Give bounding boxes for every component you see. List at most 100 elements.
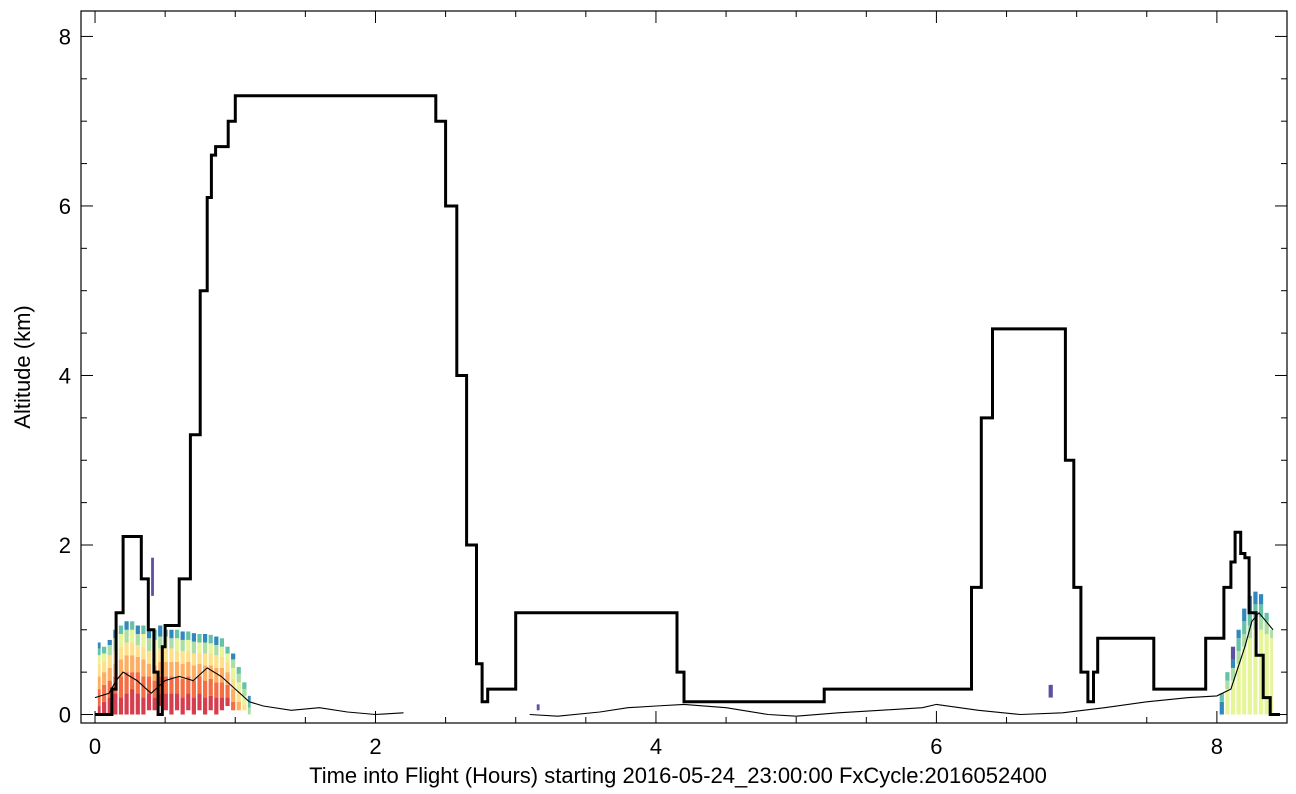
heatmap-cell-12-1 — [163, 676, 168, 694]
heatmap-cell-34-3 — [1236, 629, 1241, 639]
heatmap-cell-2-0 — [107, 697, 112, 715]
heatmap-cell-7-3 — [135, 645, 140, 657]
heatmap-cell-25-2 — [236, 682, 241, 691]
y-axis-title: Altitude (km) — [10, 305, 35, 428]
heatmap-cell-39-2 — [1264, 612, 1269, 622]
heatmap-cell-20-3 — [208, 653, 213, 666]
y-tick-label: 0 — [59, 703, 71, 728]
heatmap-cell-21-2 — [214, 667, 219, 683]
heatmap-cell-32-1 — [1225, 680, 1230, 690]
heatmap-cell-15-3 — [180, 650, 185, 664]
heatmap-cell-23-5 — [225, 646, 230, 654]
heatmap-cell-13-3 — [169, 648, 174, 662]
y-tick-label: 8 — [59, 24, 71, 49]
heatmap-cell-0-2 — [97, 676, 101, 690]
flight-altitude-line — [95, 94, 1280, 716]
heatmap-cell-22-1 — [219, 682, 225, 698]
heatmap-cell-36-0 — [1247, 638, 1252, 715]
heatmap-cell-19-5 — [203, 634, 208, 643]
heatmap-cell-8-0 — [141, 697, 146, 715]
heatmap-cell-32-2 — [1225, 672, 1230, 681]
heatmap-cell-2-1 — [107, 680, 112, 698]
heatmap-cell-12-0 — [163, 693, 168, 711]
heatmap-cell-1-4 — [102, 653, 107, 662]
heatmap-cell-39-0 — [1264, 634, 1269, 715]
heatmap-cell-4-2 — [118, 659, 124, 677]
heatmap-cell-12-2 — [163, 661, 168, 677]
heatmap-cell-22-2 — [219, 667, 225, 683]
heatmap-cell-1-2 — [102, 672, 107, 685]
heatmap-cell-27-1 — [247, 700, 251, 708]
heatmap-cell-17-3 — [191, 653, 196, 666]
heatmap-cell-9-5 — [146, 629, 152, 639]
heatmap-cell-28-0 — [151, 557, 154, 596]
heatmap-cell-6-5 — [130, 621, 135, 630]
heatmap-cell-19-4 — [203, 642, 208, 654]
heatmap-cell-17-4 — [191, 641, 196, 654]
heatmap-cell-6-4 — [130, 629, 135, 643]
heatmap-cell-20-4 — [208, 643, 213, 654]
heatmap-cell-18-1 — [197, 676, 202, 694]
heatmap-cell-19-0 — [203, 697, 208, 715]
heatmap-cell-38-2 — [1258, 604, 1264, 618]
heatmap-cell-35-3 — [1242, 608, 1247, 622]
heatmap-cell-11-2 — [158, 661, 163, 677]
heatmap-cell-25-0 — [236, 701, 241, 711]
heatmap-cell-25-3 — [236, 673, 241, 683]
heatmap-cell-7-5 — [135, 625, 140, 634]
heatmap-cell-16-2 — [186, 661, 191, 677]
heatmap-cell-16-0 — [186, 693, 191, 711]
heatmap-cell-30-0 — [1048, 684, 1053, 698]
heatmap-cell-15-0 — [180, 697, 185, 715]
heatmap-cell-2-2 — [107, 667, 112, 681]
heatmap-cell-4-4 — [118, 634, 124, 647]
axis-ticks: 0 2 4 6 8 0 2 4 6 8 — [59, 11, 1288, 759]
heatmap-cell-13-1 — [169, 676, 174, 694]
heatmap-cell-15-5 — [180, 631, 185, 640]
heatmap-cell-7-2 — [135, 656, 140, 673]
heatmap-cell-9-0 — [146, 693, 152, 711]
heatmap-cell-7-0 — [135, 693, 140, 715]
heatmap-cell-1-0 — [102, 701, 107, 715]
heatmap-cell-17-5 — [191, 633, 196, 642]
heatmap-cell-21-4 — [214, 645, 219, 656]
heatmap-cell-14-3 — [174, 650, 180, 662]
x-axis-title: Time into Flight (Hours) starting 2016-0… — [309, 763, 1047, 788]
heatmap-cell-13-4 — [169, 638, 174, 649]
heatmap-cell-37-0 — [1253, 629, 1258, 715]
heatmap-cell-8-2 — [141, 659, 146, 677]
heatmap-cell-39-1 — [1264, 621, 1269, 634]
heatmap-cell-33-1 — [1230, 667, 1236, 681]
heatmap-cell-23-2 — [225, 672, 230, 685]
heatmap-cell-21-3 — [214, 655, 219, 668]
heatmap-cell-35-2 — [1242, 621, 1247, 634]
x-tick-label: 2 — [369, 734, 381, 759]
heatmap-cell-14-5 — [174, 629, 180, 639]
y-tick-label: 6 — [59, 194, 71, 219]
heatmap-cell-40-1 — [1270, 629, 1273, 639]
heatmap-cell-15-2 — [180, 663, 185, 679]
heatmap-cell-6-1 — [130, 672, 135, 690]
heatmap-cell-7-4 — [135, 634, 140, 646]
heatmap-cell-4-3 — [118, 646, 124, 660]
heatmap-cell-19-2 — [203, 665, 208, 681]
heatmap-cell-31-0 — [1219, 701, 1224, 715]
heatmap-cell-0-3 — [97, 663, 101, 677]
heatmap-cell-19-3 — [203, 653, 208, 666]
heatmap-cell-36-2 — [1247, 612, 1252, 626]
heatmap-cell-18-0 — [197, 693, 202, 711]
heatmap-cell-5-4 — [124, 629, 129, 643]
heatmap-cell-4-0 — [118, 697, 124, 715]
heatmap-cell-26-2 — [242, 689, 247, 696]
heatmap-cell-22-3 — [219, 656, 225, 668]
heatmap-cell-16-1 — [186, 676, 191, 694]
heatmap-cell-35-1 — [1242, 634, 1247, 647]
heatmap-cell-20-1 — [208, 678, 213, 696]
heatmap-cell-25-4 — [236, 667, 241, 674]
heatmap-cell-8-4 — [141, 634, 146, 647]
heatmap-cell-13-0 — [169, 693, 174, 715]
heatmap-cell-4-5 — [118, 625, 124, 634]
y-tick-label: 2 — [59, 533, 71, 558]
heatmap-cell-38-1 — [1258, 617, 1264, 630]
heatmap-cell-16-4 — [186, 639, 191, 651]
